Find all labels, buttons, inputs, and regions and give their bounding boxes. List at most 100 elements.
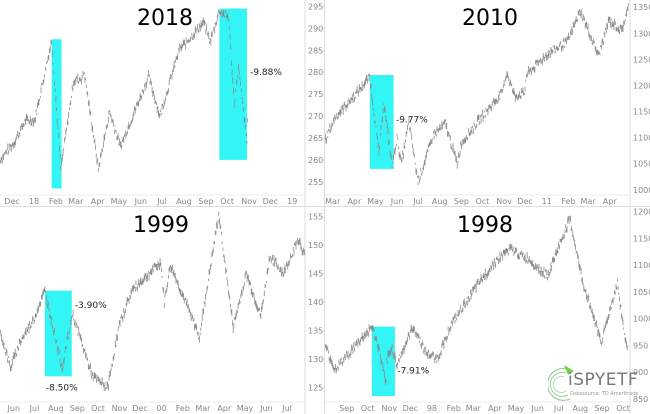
x-tick-label: Sep xyxy=(454,197,469,206)
chart-title: 2018 xyxy=(137,6,193,31)
y-tick-label: 2600 xyxy=(308,156,325,165)
logo-swirl-icon xyxy=(548,365,574,401)
x-tick-label: Feb xyxy=(49,197,63,206)
y-tick-label: 950 xyxy=(633,341,648,350)
drawdown-annotation: -7.91% xyxy=(397,366,429,376)
y-tick-label: 1050 xyxy=(633,288,650,297)
y-tick-label: 1250 xyxy=(308,384,325,393)
x-tick-label: Dec xyxy=(263,197,278,206)
x-tick-label: Nov xyxy=(112,404,128,413)
y-tick-label: 1550 xyxy=(308,212,325,221)
panel-divider xyxy=(324,0,325,414)
x-tick-label: Oct xyxy=(220,197,234,206)
x-tick-label: Sep xyxy=(594,404,609,413)
highlight-region xyxy=(369,75,394,169)
y-tick-label: 1000 xyxy=(633,186,650,195)
x-tick-label: Dec xyxy=(132,404,147,413)
panel-divider xyxy=(0,206,650,207)
x-tick-label: Apr xyxy=(488,404,503,413)
x-tick-label: 98 xyxy=(427,404,437,413)
y-tick-label: 2800 xyxy=(308,68,325,77)
y-tick-label: 1150 xyxy=(633,234,650,243)
chart-1998: 850 900 950 1000 1050 1100 1150 1200 Sep Oct Nov De… xyxy=(325,207,650,414)
y-tick-label: 1100 xyxy=(633,261,650,270)
x-tick-label: Dec xyxy=(403,404,418,413)
chart-panel-2010: 1000 1050 1100 1150 1200 1250 1300 1350 Mar Apr Ma… xyxy=(325,0,650,207)
x-tick-label: Aug xyxy=(176,197,192,206)
y-tick-label: 1250 xyxy=(633,55,650,64)
x-tick-label: Nov xyxy=(382,404,398,413)
x-tick-label: Sep xyxy=(70,404,85,413)
y-tick-label: 1000 xyxy=(633,315,650,324)
y-tick-label: 2700 xyxy=(308,112,325,121)
x-tick-label: Jul xyxy=(281,404,292,413)
chart-title: 1998 xyxy=(457,213,513,238)
x-tick-label: Oct xyxy=(91,404,105,413)
drawdown-annotation: -3.90% xyxy=(75,301,107,311)
x-tick-label: Jul xyxy=(29,404,40,413)
y-tick-label: 2950 xyxy=(308,2,325,11)
chart-title: 1999 xyxy=(133,213,189,238)
x-tick-label: Jun xyxy=(530,404,544,413)
x-tick-label: Feb xyxy=(176,404,190,413)
x-tick-label: Jul xyxy=(156,197,167,206)
y-tick-label: 850 xyxy=(633,395,648,404)
x-tick-label: Jun xyxy=(7,404,21,413)
chart-2010: 1000 1050 1100 1150 1200 1250 1300 1350 Mar Apr Ma… xyxy=(325,0,650,207)
x-tick-label: May xyxy=(237,404,254,413)
y-tick-label: 2550 xyxy=(308,178,325,187)
y-tick-label: 1100 xyxy=(633,134,650,143)
y-tick-label: 1200 xyxy=(633,208,650,217)
x-tick-label: 00 xyxy=(156,404,166,413)
y-tick-label: 1050 xyxy=(633,160,650,169)
y-tick-label: 2850 xyxy=(308,46,325,55)
x-tick-label: Dec xyxy=(4,197,19,206)
chart-panel-2018: 2550 2600 2650 2700 2750 2800 2850 2900 2950 Dec 1… xyxy=(0,0,325,207)
x-tick-label: Aug xyxy=(48,404,64,413)
x-tick-label: Jun xyxy=(259,404,273,413)
logo-datasource: Datasource: TD Ameritrade xyxy=(570,391,639,397)
x-tick-label: Apr xyxy=(347,197,362,206)
highlight-region xyxy=(219,8,247,160)
x-tick-label: Jul xyxy=(553,404,564,413)
y-tick-label: 1150 xyxy=(633,108,650,117)
drawdown-annotation: -9.77% xyxy=(396,115,428,125)
y-tick-label: 1300 xyxy=(308,355,325,364)
y-tick-label: 2750 xyxy=(308,90,325,99)
x-tick-label: Sep xyxy=(339,404,354,413)
y-tick-label: 1500 xyxy=(308,241,325,250)
x-tick-label: Apr xyxy=(603,197,618,206)
y-tick-label: 1300 xyxy=(633,29,650,38)
y-tick-label: 1400 xyxy=(308,298,325,307)
x-tick-label: Mar xyxy=(195,404,211,413)
drawdown-annotation: -8.50% xyxy=(46,384,78,394)
x-tick-label: Jun xyxy=(390,197,404,206)
x-tick-label: Jun xyxy=(134,197,148,206)
logo-brand: iSPYETF xyxy=(568,370,639,390)
chart-2018: 2550 2600 2650 2700 2750 2800 2850 2900 2950 Dec 1… xyxy=(0,0,325,207)
x-tick-label: Nov xyxy=(241,197,257,206)
x-tick-label: Oct xyxy=(361,404,375,413)
x-tick-label: Apr xyxy=(91,197,106,206)
x-tick-label: Nov xyxy=(496,197,512,206)
ispyetf-logo: iSPYETF Datasource: TD Ameritrade xyxy=(548,363,640,409)
x-tick-label: Mar xyxy=(325,197,341,206)
x-tick-label: Oct xyxy=(616,404,630,413)
y-tick-label: 1450 xyxy=(308,270,325,279)
x-tick-label: May xyxy=(508,404,525,413)
x-tick-label: 19 xyxy=(287,197,297,206)
y-tick-label: 2900 xyxy=(308,24,325,33)
highlight-region xyxy=(51,39,62,189)
x-tick-label: Dec xyxy=(517,197,532,206)
x-tick-label: Oct xyxy=(475,197,489,206)
y-tick-label: 1350 xyxy=(633,3,650,12)
x-tick-label: Feb xyxy=(561,197,575,206)
chart-panel-1998: 850 900 950 1000 1050 1100 1150 1200 Sep Oct Nov De… xyxy=(325,207,650,414)
x-tick-label: Feb xyxy=(447,404,461,413)
x-tick-label: May xyxy=(111,197,128,206)
y-tick-label: 1200 xyxy=(633,81,650,90)
x-tick-label: Jul xyxy=(412,197,423,206)
x-tick-label: 11 xyxy=(542,197,552,206)
chart-panel-1999: 1250 1300 1350 1400 1450 1500 1550 Jun Jul Aug Sep… xyxy=(0,207,325,414)
x-tick-label: Sep xyxy=(198,197,213,206)
